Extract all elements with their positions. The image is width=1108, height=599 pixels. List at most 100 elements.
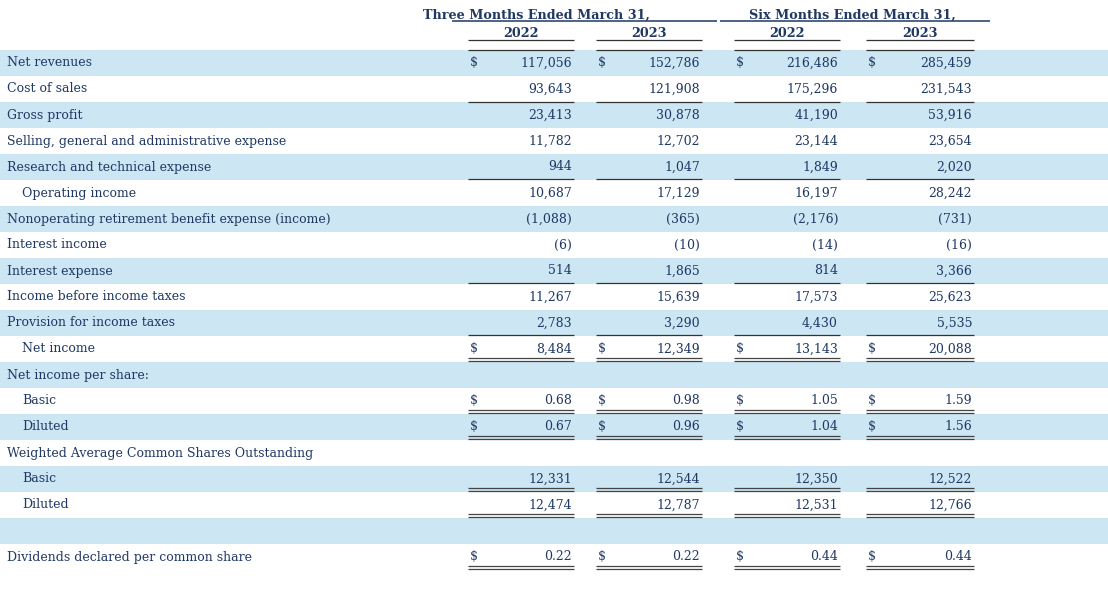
Text: $: $ <box>736 343 743 355</box>
Text: 0.96: 0.96 <box>673 420 700 434</box>
Text: 12,350: 12,350 <box>794 473 838 486</box>
Text: $: $ <box>598 343 606 355</box>
Bar <box>0 284 1108 310</box>
Text: Weighted Average Common Shares Outstanding: Weighted Average Common Shares Outstandi… <box>7 446 314 459</box>
Text: Gross profit: Gross profit <box>7 108 82 122</box>
Bar <box>0 76 1108 102</box>
Text: $: $ <box>868 550 876 564</box>
Text: (16): (16) <box>946 238 972 252</box>
Text: 12,474: 12,474 <box>529 498 572 512</box>
Text: (10): (10) <box>674 238 700 252</box>
Text: $: $ <box>598 420 606 434</box>
Text: Net revenues: Net revenues <box>7 56 92 69</box>
Text: Net income: Net income <box>22 343 95 355</box>
Text: (2,176): (2,176) <box>792 213 838 225</box>
Text: 2022: 2022 <box>503 27 538 40</box>
Text: 1,849: 1,849 <box>802 161 838 174</box>
Text: 12,331: 12,331 <box>529 473 572 486</box>
Text: 216,486: 216,486 <box>787 56 838 69</box>
Bar <box>0 128 1108 154</box>
Text: 12,349: 12,349 <box>656 343 700 355</box>
Text: 4,430: 4,430 <box>802 316 838 329</box>
Text: 231,543: 231,543 <box>921 83 972 95</box>
Text: $: $ <box>470 343 478 355</box>
Text: 814: 814 <box>814 265 838 277</box>
Text: Nonoperating retirement benefit expense (income): Nonoperating retirement benefit expense … <box>7 213 330 225</box>
Text: 3,366: 3,366 <box>936 265 972 277</box>
Text: Net income per share:: Net income per share: <box>7 368 148 382</box>
Text: (731): (731) <box>938 213 972 225</box>
Text: 1.56: 1.56 <box>944 420 972 434</box>
Text: 2,783: 2,783 <box>536 316 572 329</box>
Text: (365): (365) <box>666 213 700 225</box>
Text: 23,144: 23,144 <box>794 135 838 147</box>
Text: 121,908: 121,908 <box>648 83 700 95</box>
Text: 30,878: 30,878 <box>656 108 700 122</box>
Bar <box>0 466 1108 492</box>
Bar <box>0 180 1108 206</box>
Text: $: $ <box>736 56 743 69</box>
Text: $: $ <box>470 395 478 407</box>
Text: 0.68: 0.68 <box>544 395 572 407</box>
Text: 28,242: 28,242 <box>929 186 972 199</box>
Text: 23,413: 23,413 <box>529 108 572 122</box>
Text: 117,056: 117,056 <box>521 56 572 69</box>
Text: 12,787: 12,787 <box>657 498 700 512</box>
Text: 11,267: 11,267 <box>529 291 572 304</box>
Text: 0.44: 0.44 <box>944 550 972 564</box>
Bar <box>0 518 1108 544</box>
Text: 12,544: 12,544 <box>656 473 700 486</box>
Text: 25,623: 25,623 <box>929 291 972 304</box>
Text: Income before income taxes: Income before income taxes <box>7 291 185 304</box>
Text: 5,535: 5,535 <box>936 316 972 329</box>
Text: Provision for income taxes: Provision for income taxes <box>7 316 175 329</box>
Text: 1,865: 1,865 <box>665 265 700 277</box>
Text: $: $ <box>470 550 478 564</box>
Text: 10,687: 10,687 <box>529 186 572 199</box>
Text: 53,916: 53,916 <box>929 108 972 122</box>
Text: 12,702: 12,702 <box>657 135 700 147</box>
Text: 0.22: 0.22 <box>544 550 572 564</box>
Bar <box>0 102 1108 128</box>
Text: (6): (6) <box>554 238 572 252</box>
Bar <box>0 310 1108 336</box>
Text: 12,522: 12,522 <box>929 473 972 486</box>
Text: 8,484: 8,484 <box>536 343 572 355</box>
Text: Six Months Ended March 31,: Six Months Ended March 31, <box>749 9 955 22</box>
Text: 0.44: 0.44 <box>810 550 838 564</box>
Text: 17,129: 17,129 <box>657 186 700 199</box>
Text: $: $ <box>598 395 606 407</box>
Text: 514: 514 <box>548 265 572 277</box>
Text: $: $ <box>470 420 478 434</box>
Text: 152,786: 152,786 <box>648 56 700 69</box>
Text: Cost of sales: Cost of sales <box>7 83 88 95</box>
Bar <box>0 440 1108 466</box>
Text: $: $ <box>736 420 743 434</box>
Bar <box>0 50 1108 76</box>
Bar <box>0 0 1108 50</box>
Text: Selling, general and administrative expense: Selling, general and administrative expe… <box>7 135 286 147</box>
Bar <box>0 492 1108 518</box>
Text: 12,766: 12,766 <box>929 498 972 512</box>
Text: $: $ <box>598 56 606 69</box>
Text: Diluted: Diluted <box>22 498 69 512</box>
Text: (1,088): (1,088) <box>526 213 572 225</box>
Text: 2023: 2023 <box>902 27 937 40</box>
Text: Research and technical expense: Research and technical expense <box>7 161 212 174</box>
Bar <box>0 362 1108 388</box>
Bar <box>0 154 1108 180</box>
Text: $: $ <box>868 56 876 69</box>
Bar <box>0 232 1108 258</box>
Text: 1.05: 1.05 <box>810 395 838 407</box>
Text: 0.67: 0.67 <box>544 420 572 434</box>
Text: 17,573: 17,573 <box>794 291 838 304</box>
Text: $: $ <box>736 550 743 564</box>
Text: 0.98: 0.98 <box>673 395 700 407</box>
Text: 93,643: 93,643 <box>529 83 572 95</box>
Bar <box>0 206 1108 232</box>
Text: (14): (14) <box>812 238 838 252</box>
Text: Three Months Ended March 31,: Three Months Ended March 31, <box>422 9 649 22</box>
Text: 0.22: 0.22 <box>673 550 700 564</box>
Bar <box>0 414 1108 440</box>
Text: $: $ <box>470 56 478 69</box>
